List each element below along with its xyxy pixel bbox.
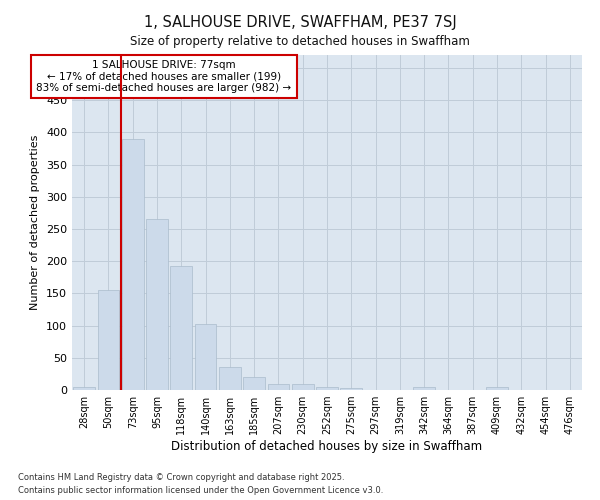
Bar [340,388,362,390]
Text: Contains public sector information licensed under the Open Government Licence v3: Contains public sector information licen… [18,486,383,495]
Bar [194,324,217,390]
Y-axis label: Number of detached properties: Number of detached properties [31,135,40,310]
X-axis label: Distribution of detached houses by size in Swaffham: Distribution of detached houses by size … [172,440,482,453]
Bar [413,387,435,390]
Text: 1, SALHOUSE DRIVE, SWAFFHAM, PE37 7SJ: 1, SALHOUSE DRIVE, SWAFFHAM, PE37 7SJ [143,15,457,30]
Bar [97,290,119,390]
Bar [243,377,265,390]
Text: Contains HM Land Registry data © Crown copyright and database right 2025.: Contains HM Land Registry data © Crown c… [18,474,344,482]
Bar [316,387,338,390]
Bar [122,138,143,390]
Bar [268,384,289,390]
Bar [73,387,95,390]
Bar [486,387,508,390]
Text: Size of property relative to detached houses in Swaffham: Size of property relative to detached ho… [130,35,470,48]
Bar [219,368,241,390]
Text: 1 SALHOUSE DRIVE: 77sqm
← 17% of detached houses are smaller (199)
83% of semi-d: 1 SALHOUSE DRIVE: 77sqm ← 17% of detache… [36,60,292,93]
Bar [146,220,168,390]
Bar [292,384,314,390]
Bar [170,266,192,390]
